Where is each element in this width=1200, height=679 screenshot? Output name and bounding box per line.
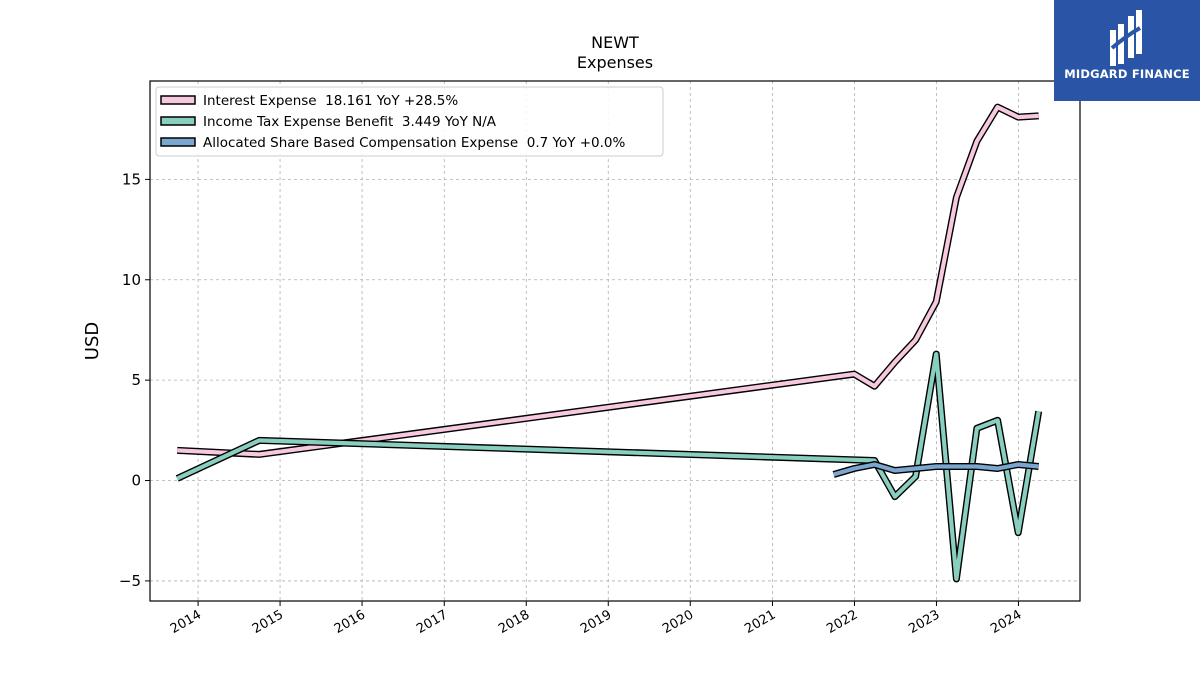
legend-entry-label: Interest Expense 18.161 YoY +28.5% — [203, 93, 458, 109]
series-0 — [177, 103, 1039, 458]
legend-entry-label: Income Tax Expense Benefit 3.449 YoY N/A — [203, 114, 497, 130]
series-line — [176, 352, 1041, 582]
x-tick-label: 2017 — [414, 607, 450, 637]
x-tick-label: 2024 — [988, 607, 1024, 637]
y-tick-label: −5 — [119, 572, 141, 590]
x-tick-label: 2022 — [824, 607, 860, 637]
x-tick-label: 2018 — [496, 607, 532, 637]
legend-swatch — [160, 95, 196, 105]
midgard-finance-logo: MIDGARD FINANCE — [1054, 0, 1200, 101]
x-tick-label: 2016 — [332, 607, 368, 637]
axis-ticks: −5 0 5 10 15 2014 2015 2016 2017 2018 2019 2020 2021… — [119, 170, 1025, 637]
legend-swatch — [160, 116, 196, 126]
y-axis-label: USD — [82, 322, 103, 360]
logo-text: MIDGARD FINANCE — [1064, 67, 1190, 81]
series-line — [833, 462, 1039, 477]
y-tick-label: 10 — [122, 271, 141, 289]
legend: Interest Expense 18.161 YoY +28.5% Income… — [155, 86, 664, 157]
x-tick-label: 2023 — [906, 607, 942, 637]
x-tick-label: 2019 — [578, 607, 614, 637]
chart-title: NEWT — [591, 33, 639, 52]
series-lines — [175, 103, 1043, 583]
y-tick-label: 15 — [122, 170, 141, 188]
legend-frame — [155, 86, 664, 157]
legend-swatch — [160, 137, 196, 147]
x-tick-label: 2015 — [250, 607, 286, 637]
plot-area-frame — [149, 80, 1081, 602]
x-tick-label: 2020 — [660, 607, 696, 637]
legend-entry-label: Allocated Share Based Compensation Expen… — [203, 135, 626, 151]
x-tick-label: 2021 — [742, 607, 778, 637]
y-tick-label: 0 — [131, 472, 141, 490]
series-2 — [832, 461, 1040, 478]
chart-subtitle: Expenses — [577, 53, 653, 72]
grid-lines — [150, 81, 1080, 601]
logo-mark-icon — [1110, 10, 1142, 66]
series-1 — [175, 350, 1043, 583]
series-line — [177, 104, 1039, 457]
y-tick-label: 5 — [131, 371, 141, 389]
x-tick-label: 2014 — [168, 607, 204, 637]
